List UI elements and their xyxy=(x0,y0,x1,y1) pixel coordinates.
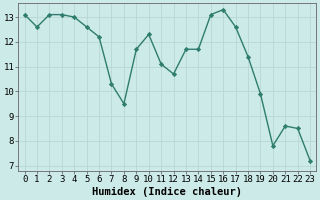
X-axis label: Humidex (Indice chaleur): Humidex (Indice chaleur) xyxy=(92,186,242,197)
